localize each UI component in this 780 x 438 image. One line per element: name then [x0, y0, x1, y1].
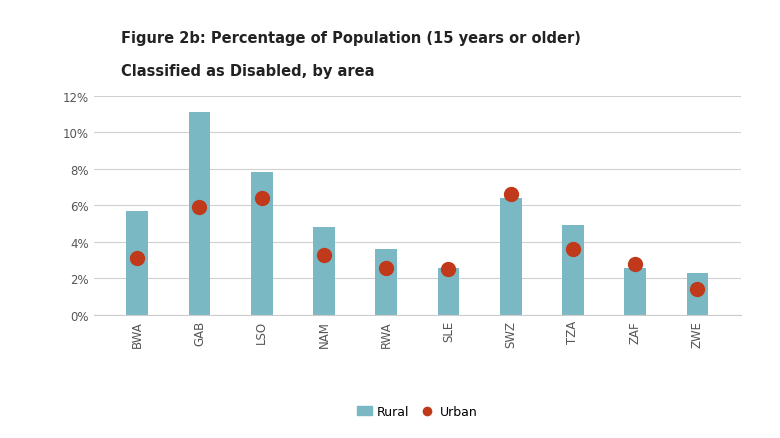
- Point: [629, 261, 641, 268]
- Point: [193, 204, 206, 211]
- Legend: Rural, Urban: Rural, Urban: [353, 400, 482, 423]
- Point: [131, 255, 144, 262]
- Bar: [251, 173, 272, 315]
- Point: [505, 191, 517, 198]
- Point: [255, 195, 268, 202]
- Bar: [500, 198, 522, 315]
- Point: [691, 286, 704, 293]
- Point: [317, 251, 330, 258]
- Point: [567, 246, 580, 253]
- Bar: [126, 211, 148, 315]
- Bar: [375, 250, 397, 315]
- Text: Classified as Disabled, by area: Classified as Disabled, by area: [121, 64, 374, 78]
- Point: [442, 266, 455, 273]
- Bar: [686, 273, 708, 315]
- Text: Figure 2b: Percentage of Population (15 years or older): Figure 2b: Percentage of Population (15 …: [121, 31, 581, 46]
- Bar: [189, 113, 211, 315]
- Bar: [313, 228, 335, 315]
- Bar: [624, 268, 646, 315]
- Bar: [562, 226, 583, 315]
- Point: [380, 265, 392, 272]
- Bar: [438, 268, 459, 315]
